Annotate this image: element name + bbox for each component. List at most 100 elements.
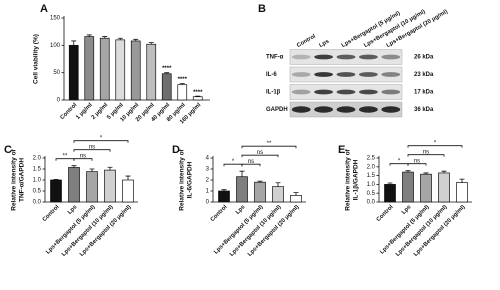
bar bbox=[402, 171, 414, 203]
significance-label: ** bbox=[63, 153, 68, 159]
panel-label: D bbox=[172, 144, 180, 156]
row-size: 26 kDa bbox=[414, 55, 434, 61]
y-tick-label: 2 bbox=[206, 178, 210, 184]
y-tick-label: 1.0 bbox=[367, 182, 376, 188]
blot-band bbox=[336, 72, 356, 77]
blot-band bbox=[358, 54, 378, 60]
blot-band bbox=[381, 72, 401, 77]
bar bbox=[104, 169, 116, 203]
significance-label: * bbox=[100, 135, 103, 141]
error-bar bbox=[86, 34, 92, 37]
row-label: GAPDH bbox=[266, 107, 288, 113]
bar bbox=[115, 39, 126, 101]
bar bbox=[84, 36, 95, 101]
lane-label: Control bbox=[296, 33, 317, 49]
y-axis-label: Relative intensity of bbox=[179, 148, 186, 210]
error-bar bbox=[441, 170, 447, 173]
row-label: IL-1β bbox=[266, 90, 281, 96]
error-bar bbox=[257, 180, 263, 183]
row-size: 36 kDa bbox=[414, 107, 434, 113]
significance-label: **** bbox=[178, 77, 188, 83]
row-label: IL-6 bbox=[266, 72, 277, 78]
y-tick-label: 0.0 bbox=[33, 200, 42, 206]
significance-label: ns bbox=[257, 150, 263, 156]
bar bbox=[254, 181, 266, 203]
significance-label: ns bbox=[89, 144, 95, 150]
x-tick-label: Control bbox=[210, 204, 229, 223]
significance-label: **** bbox=[193, 90, 203, 96]
significance-label: ns bbox=[248, 159, 254, 165]
blot-band bbox=[314, 89, 334, 95]
error-bar bbox=[102, 36, 108, 39]
error-bar bbox=[387, 182, 393, 185]
y-tick-label: 3 bbox=[206, 167, 210, 173]
y-tick-label: 150 bbox=[50, 16, 61, 22]
blot-band bbox=[291, 106, 311, 113]
y-tick-label: 1.0 bbox=[33, 178, 42, 184]
blot-band bbox=[291, 54, 311, 60]
bar bbox=[456, 182, 468, 203]
y-tick-label: 0.0 bbox=[367, 200, 376, 206]
x-tick-label: Control bbox=[376, 204, 395, 223]
bar bbox=[68, 44, 79, 101]
significance-bracket bbox=[241, 154, 279, 158]
panel-label: B bbox=[258, 3, 266, 15]
panel-label: A bbox=[40, 3, 48, 15]
bar bbox=[192, 96, 203, 101]
y-axis-label: TNF-α/GAPDH bbox=[19, 158, 26, 202]
y-tick-label: 100 bbox=[50, 43, 61, 49]
x-tick-label: Lps bbox=[67, 204, 79, 216]
significance-bracket bbox=[407, 145, 463, 148]
blot-band bbox=[358, 106, 378, 113]
bar bbox=[130, 40, 141, 101]
bar bbox=[236, 176, 248, 203]
y-axis-label: Relative intensity of bbox=[345, 148, 352, 210]
significance-bracket bbox=[73, 149, 111, 152]
significance-bracket bbox=[407, 163, 427, 166]
significance-bracket bbox=[241, 145, 297, 149]
row-label: TNF-α bbox=[266, 55, 284, 61]
bar bbox=[177, 84, 188, 101]
blot-band bbox=[381, 89, 401, 95]
error-bar bbox=[239, 170, 245, 177]
blot-band bbox=[314, 106, 334, 113]
panel-label: C bbox=[4, 144, 12, 156]
bar bbox=[50, 179, 62, 203]
y-tick-label: 2.0 bbox=[367, 164, 376, 170]
error-bar bbox=[71, 40, 77, 46]
significance-label: * bbox=[398, 158, 401, 164]
blot-band bbox=[314, 72, 334, 77]
y-axis-label: Cell viability (%) bbox=[33, 34, 40, 84]
y-tick-label: 0.5 bbox=[367, 191, 376, 197]
error-bar bbox=[148, 42, 154, 45]
bar bbox=[438, 172, 450, 203]
y-tick-label: 0.5 bbox=[33, 189, 42, 195]
x-tick-label: Lps bbox=[401, 204, 413, 216]
bar bbox=[272, 186, 284, 203]
bar bbox=[146, 43, 157, 101]
significance-label: * bbox=[434, 140, 437, 146]
blot-band bbox=[358, 89, 378, 95]
y-tick-label: 1.5 bbox=[367, 173, 376, 179]
error-bar bbox=[179, 83, 185, 85]
blot-band bbox=[358, 72, 378, 77]
bar bbox=[420, 173, 432, 203]
y-tick-label: 4 bbox=[206, 156, 210, 162]
y-axis-label: IL-6/GAPDH bbox=[187, 161, 194, 198]
panel-label: E bbox=[338, 144, 345, 156]
bar bbox=[218, 190, 230, 203]
error-bar bbox=[459, 178, 465, 183]
y-axis-label: IL-1β/GAPDH bbox=[353, 159, 360, 200]
blot-band bbox=[336, 106, 356, 113]
error-bar bbox=[293, 192, 299, 196]
blot-band bbox=[336, 54, 356, 60]
y-tick-label: 0 bbox=[206, 200, 210, 206]
bar bbox=[68, 167, 80, 203]
error-bar bbox=[133, 38, 139, 41]
y-tick-label: 2.0 bbox=[33, 156, 42, 162]
significance-bracket bbox=[73, 158, 93, 161]
error-bar bbox=[195, 95, 201, 97]
bar bbox=[99, 37, 110, 101]
